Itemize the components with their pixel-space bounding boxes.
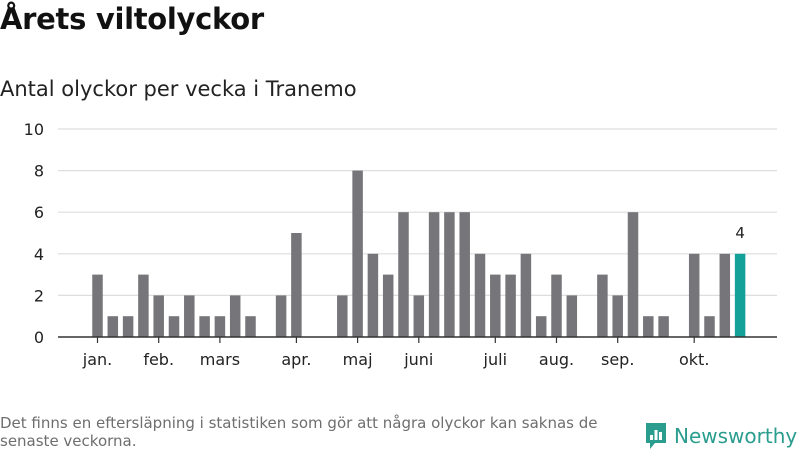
y-tick-label: 8 (34, 162, 44, 181)
bar (382, 274, 394, 337)
y-axis-ticks: 0 2 4 6 8 10 (24, 120, 44, 347)
bar (612, 295, 623, 337)
bar (229, 295, 241, 337)
bar (352, 170, 363, 337)
bar (597, 274, 608, 337)
bar (122, 316, 134, 337)
data-label-highlight: 4 (735, 224, 745, 242)
bar (291, 233, 302, 337)
bar (153, 295, 164, 337)
bar (275, 295, 287, 337)
gridlines (58, 128, 777, 296)
bar (474, 253, 486, 337)
brand-logo: Newsworthy (644, 421, 797, 451)
x-tick-label: feb. (143, 350, 174, 369)
x-tick-label: sep. (601, 350, 634, 369)
y-tick-label: 0 (34, 328, 44, 347)
bar (428, 212, 440, 337)
bar (444, 212, 455, 337)
bar (520, 253, 532, 337)
y-tick-label: 2 (34, 286, 44, 305)
x-axis-ticks: jan. feb. mars apr. maj juni juli aug. sep. okt. (82, 337, 709, 369)
bar (535, 316, 547, 337)
bar-highlight (734, 253, 746, 337)
bar (643, 316, 654, 337)
bar (658, 316, 669, 337)
chart-subtitle: Antal olyckor per vecka i Tranemo (0, 77, 357, 101)
bar (551, 274, 562, 337)
y-tick-label: 10 (24, 120, 44, 139)
bar-chart: 0 2 4 6 8 10 jan. feb. mars apr. maj juni juli aug. s… (24, 120, 777, 369)
bar (719, 253, 731, 337)
x-tick-label: maj (343, 350, 373, 369)
bar (688, 253, 700, 337)
bar (337, 295, 348, 337)
chart-title: Årets viltolyckor (0, 2, 264, 36)
bar (490, 274, 501, 337)
bar (199, 316, 210, 337)
bar (92, 274, 103, 337)
bar (214, 316, 226, 337)
bar (398, 212, 409, 337)
newsworthy-logo-icon (646, 423, 666, 449)
bar (505, 274, 516, 337)
bar (245, 316, 256, 337)
y-tick-label: 6 (34, 203, 44, 222)
bar (138, 274, 149, 337)
data-labels: 4 (735, 224, 745, 242)
x-tick-label: juni (403, 350, 433, 369)
x-tick-label: mars (200, 350, 240, 369)
x-tick-label: apr. (281, 350, 311, 369)
bar (184, 295, 195, 337)
brand-name: Newsworthy (674, 424, 798, 448)
footnote: Det finns en eftersläpning i statistiken… (0, 414, 598, 450)
bar (566, 295, 578, 337)
bar (168, 316, 180, 337)
x-tick-label: jan. (82, 350, 112, 369)
bar (367, 253, 379, 337)
y-tick-label: 4 (34, 245, 44, 264)
bar (627, 212, 639, 337)
bar (459, 212, 470, 337)
x-tick-label: aug. (539, 350, 574, 369)
bars (92, 170, 746, 337)
bar (413, 295, 425, 337)
x-tick-label: okt. (679, 350, 709, 369)
bar (107, 316, 119, 337)
x-tick-label: juli (483, 350, 507, 369)
bar (704, 316, 715, 337)
